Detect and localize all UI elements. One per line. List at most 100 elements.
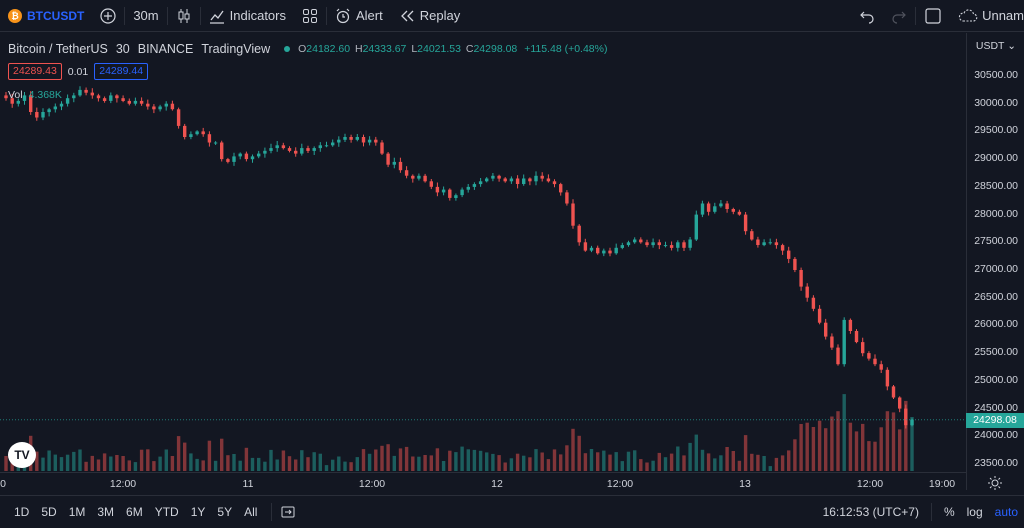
volume-bar (411, 456, 415, 471)
candle (59, 101, 64, 111)
candle (669, 241, 674, 251)
candle (608, 247, 612, 257)
indicators-label: Indicators (229, 8, 286, 23)
time-tick-label: 12:00 (606, 478, 634, 490)
templates-button[interactable] (294, 0, 326, 32)
volume-bar (898, 429, 902, 471)
volume-bar (53, 454, 57, 471)
auto-toggle[interactable]: auto (994, 505, 1018, 519)
buy-button[interactable]: 24289.44 (94, 63, 149, 80)
percent-toggle[interactable]: % (943, 505, 955, 519)
save-layout-button[interactable]: Unnam (950, 0, 1024, 32)
candle (65, 94, 70, 107)
currency-selector[interactable]: USDT ⌄ (975, 40, 1016, 52)
redo-button[interactable] (883, 0, 915, 32)
range-button-5d[interactable]: 5D (41, 505, 57, 519)
price-tick-label: 28500.00 (974, 179, 1018, 192)
alert-button[interactable]: Alert (327, 0, 391, 32)
interval-button[interactable]: 30m (133, 8, 159, 23)
volume-bar (374, 449, 378, 471)
candle (780, 243, 785, 255)
volume-bar (602, 450, 606, 471)
range-button-5y[interactable]: 5Y (217, 505, 233, 519)
candle (743, 212, 748, 235)
candle (842, 317, 846, 367)
volume-bar (719, 455, 723, 471)
candle (22, 92, 27, 105)
clock[interactable]: 16:12:53 (UTC+7) (822, 505, 919, 519)
volume-bar (90, 455, 94, 471)
price-tick-label: 26000.00 (974, 318, 1018, 331)
price-tick-label: 25500.00 (974, 346, 1018, 359)
volume-bar (176, 436, 181, 471)
candle (4, 92, 8, 101)
candle (127, 98, 131, 106)
candle (29, 91, 33, 115)
volume-bar (133, 462, 138, 471)
candle (565, 190, 569, 206)
volume-bar (232, 454, 236, 471)
undo-button[interactable] (851, 0, 883, 32)
volume-bar (361, 449, 366, 471)
range-button-3m[interactable]: 3M (97, 505, 115, 519)
candle (706, 201, 711, 216)
candle (552, 179, 557, 188)
layout-button[interactable] (916, 0, 950, 32)
range-button-ytd[interactable]: YTD (154, 505, 179, 519)
volume-bar (109, 456, 113, 471)
range-button-1y[interactable]: 1Y (190, 505, 206, 519)
redo-icon (891, 8, 907, 24)
candle (848, 318, 853, 334)
candle (398, 157, 403, 173)
range-button-1m[interactable]: 1M (68, 505, 86, 519)
candle (830, 333, 834, 350)
volume-bar (737, 460, 742, 471)
log-toggle[interactable]: log (966, 505, 983, 519)
range-button-1d[interactable]: 1D (14, 505, 30, 519)
volume-bar (528, 457, 532, 471)
candle (811, 295, 816, 312)
range-button-6m[interactable]: 6M (126, 505, 143, 519)
candle (435, 182, 440, 197)
candle (534, 171, 538, 186)
candle (725, 200, 729, 213)
volume-bar (139, 449, 144, 471)
tradingview-logo[interactable]: TV (8, 442, 36, 468)
sell-button[interactable]: 24289.43 (8, 63, 62, 80)
price-chart[interactable] (0, 33, 966, 490)
price-scale[interactable]: USDT ⌄ 30500.00 30000.00 29500.00 29000.00 2… (966, 33, 1024, 490)
volume-bar (195, 458, 199, 471)
settings-icon[interactable] (988, 476, 1002, 493)
goto-date-icon[interactable] (280, 504, 296, 520)
candle (121, 95, 125, 103)
volume-value: 4.368K (28, 89, 62, 101)
volume-bar (577, 435, 581, 471)
volume-bar (854, 431, 859, 471)
volume-bar (263, 461, 267, 471)
volume-bar (780, 455, 785, 471)
indicators-button[interactable]: Indicators (201, 0, 294, 32)
volume-bar (102, 453, 107, 471)
symbol-search[interactable]: ₿ BTCUSDT (0, 0, 92, 32)
volume-bar (306, 457, 310, 471)
replay-button[interactable]: Replay (391, 0, 468, 32)
volume-bar (72, 451, 76, 471)
volume-bar (146, 449, 150, 471)
volume-bar (596, 452, 600, 471)
range-button-all[interactable]: All (244, 505, 258, 519)
volume-bar (503, 462, 507, 471)
cloud-icon (958, 8, 978, 24)
candle (349, 134, 353, 143)
quote-buttons: 24289.43 0.01 24289.44 (8, 63, 149, 80)
legend-interval: 30 (115, 42, 130, 56)
candle (250, 154, 255, 163)
legend-exchange: BINANCE (137, 42, 194, 56)
volume-bar (830, 416, 834, 471)
ohlc-values: O24182.60 H24333.67 L24021.53 C24298.08 … (298, 43, 608, 55)
volume-bar (121, 456, 125, 471)
time-scale[interactable]: 0 12:00 11 12:00 12 12:00 13 12:00 19:00 (0, 472, 966, 494)
candle (596, 245, 600, 255)
chart-type-button[interactable] (168, 0, 200, 32)
compare-button[interactable] (92, 0, 124, 32)
volume-bar (127, 460, 131, 471)
